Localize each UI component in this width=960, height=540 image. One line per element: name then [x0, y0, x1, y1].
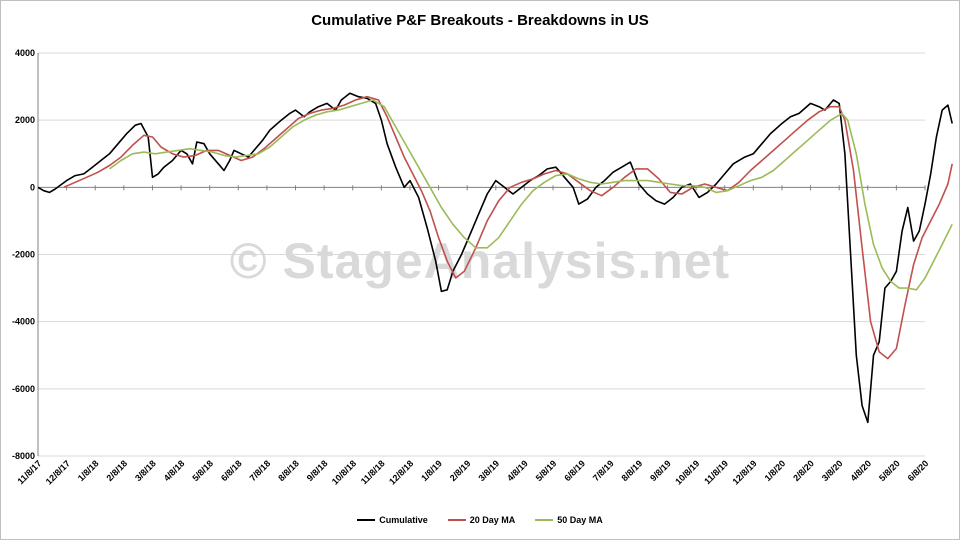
x-tick-label: 4/8/20	[848, 458, 873, 483]
x-tick-label: 7/8/18	[248, 458, 273, 483]
legend-item-20-day-ma: 20 Day MA	[447, 515, 516, 525]
series-line-20-day-ma	[63, 95, 953, 360]
y-tick-label: -6000	[12, 384, 35, 394]
x-tick-label: 10/8/18	[330, 458, 358, 486]
x-tick-label: 12/8/17	[44, 458, 72, 486]
chart-title: Cumulative P&F Breakouts - Breakdowns in…	[311, 12, 649, 29]
x-tick-label: 12/8/18	[387, 458, 415, 486]
y-tick-label: 2000	[15, 115, 35, 125]
x-tick-label: 3/8/20	[820, 458, 845, 483]
legend-swatch-20-day-ma	[447, 519, 466, 521]
x-tick-label: 3/8/19	[476, 458, 501, 483]
x-tick-label: 10/8/19	[673, 458, 701, 486]
gridlines	[38, 52, 925, 457]
legend-label-cumulative: Cumulative	[379, 515, 428, 525]
legend-item-cumulative: Cumulative	[357, 515, 428, 525]
y-tick-label: -8000	[12, 451, 35, 461]
x-tick-label: 8/8/19	[620, 458, 645, 483]
x-tick-label: 2/8/18	[104, 458, 129, 483]
x-tick-label: 6/8/20	[906, 458, 931, 483]
x-tick-label: 6/8/19	[562, 458, 587, 483]
x-tick-label: 9/8/18	[305, 458, 330, 483]
legend-item-50-day-ma: 50 Day MA	[535, 515, 603, 525]
x-tick-label: 6/8/18	[219, 458, 244, 483]
y-tick-label: -4000	[12, 317, 35, 327]
x-tick-label: 11/8/17	[15, 458, 43, 486]
x-tick-label: 9/8/19	[648, 458, 673, 483]
x-tick-label: 1/8/18	[76, 458, 101, 483]
x-tick-label: 11/8/19	[702, 458, 730, 486]
legend-label-20-day-ma: 20 Day MA	[469, 515, 516, 525]
x-tick-label: 1/8/20	[763, 458, 788, 483]
x-tick-label: 4/8/18	[162, 458, 187, 483]
series-line-cumulative	[37, 92, 953, 424]
x-tick-label: 5/8/19	[534, 458, 559, 483]
x-tick-label: 5/8/20	[877, 458, 902, 483]
series-lines	[37, 92, 953, 424]
x-tick-label: 3/8/18	[133, 458, 158, 483]
y-tick-label: 0	[30, 182, 35, 192]
x-tick-label: 7/8/19	[591, 458, 616, 483]
watermark: © StageAnalysis.net	[229, 233, 731, 289]
legend-swatch-50-day-ma	[535, 519, 554, 521]
y-tick-label: -2000	[12, 250, 35, 260]
x-tick-label: 5/8/18	[190, 458, 215, 483]
y-tick-label: 4000	[15, 48, 35, 58]
x-tick-label: 11/8/18	[359, 458, 387, 486]
x-tick-label: 2/8/20	[791, 458, 816, 483]
x-tick-label: 8/8/18	[276, 458, 301, 483]
x-tick-label: 12/8/19	[730, 458, 758, 486]
legend: Cumulative 20 Day MA 50 Day MA	[0, 515, 960, 525]
series-line-50-day-ma	[109, 99, 953, 291]
x-tick-label: 4/8/19	[505, 458, 530, 483]
x-tick-label: 1/8/19	[419, 458, 444, 483]
legend-label-50-day-ma: 50 Day MA	[557, 515, 603, 525]
legend-swatch-cumulative	[357, 519, 376, 521]
x-tick-label: 2/8/19	[448, 458, 473, 483]
